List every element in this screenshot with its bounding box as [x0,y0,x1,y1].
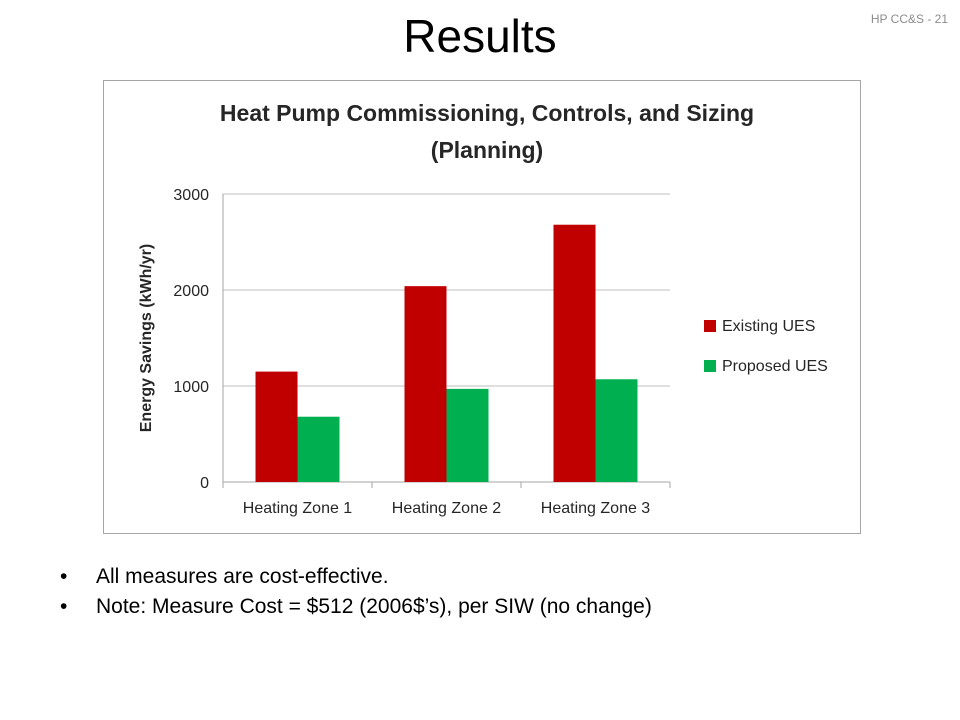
bullet-list: All measures are cost-effective. Note: M… [60,562,652,622]
legend-label: Existing UES [722,318,815,335]
y-tick-label: 3000 [173,187,209,204]
x-tick-label: Heating Zone 2 [392,500,502,517]
bullet-cost-effective: All measures are cost-effective. [60,562,652,592]
bar-existing-2 [404,286,447,482]
slide-title: Results [403,10,557,62]
y-axis-label: Energy Savings (kWh/yr) [138,244,155,433]
y-tick-label: 2000 [173,283,209,300]
bar-proposed-1 [297,416,340,482]
chart-title-line: Heat Pump Commissioning, Controls, and S… [220,100,754,126]
chart-frame: Heat Pump Commissioning, Controls, and S… [103,80,861,534]
legend-label: Proposed UES [722,358,828,375]
chart-title-line: (Planning) [431,137,543,163]
x-tick-label: Heating Zone 3 [541,500,651,517]
y-tick-label: 1000 [173,379,209,396]
bar-chart: Heat Pump Commissioning, Controls, and S… [138,100,828,517]
legend-swatch [704,320,716,332]
bullet-measure-cost: Note: Measure Cost = $512 (2006$’s), per… [60,592,652,622]
y-tick-label: 0 [200,475,209,492]
x-tick-label: Heating Zone 1 [243,500,353,517]
bar-existing-1 [255,371,298,482]
legend-swatch [704,360,716,372]
page-number: HP CC&S - 21 [870,12,948,26]
bar-proposed-2 [446,388,489,482]
bar-existing-3 [553,224,596,482]
bar-proposed-3 [595,379,638,482]
